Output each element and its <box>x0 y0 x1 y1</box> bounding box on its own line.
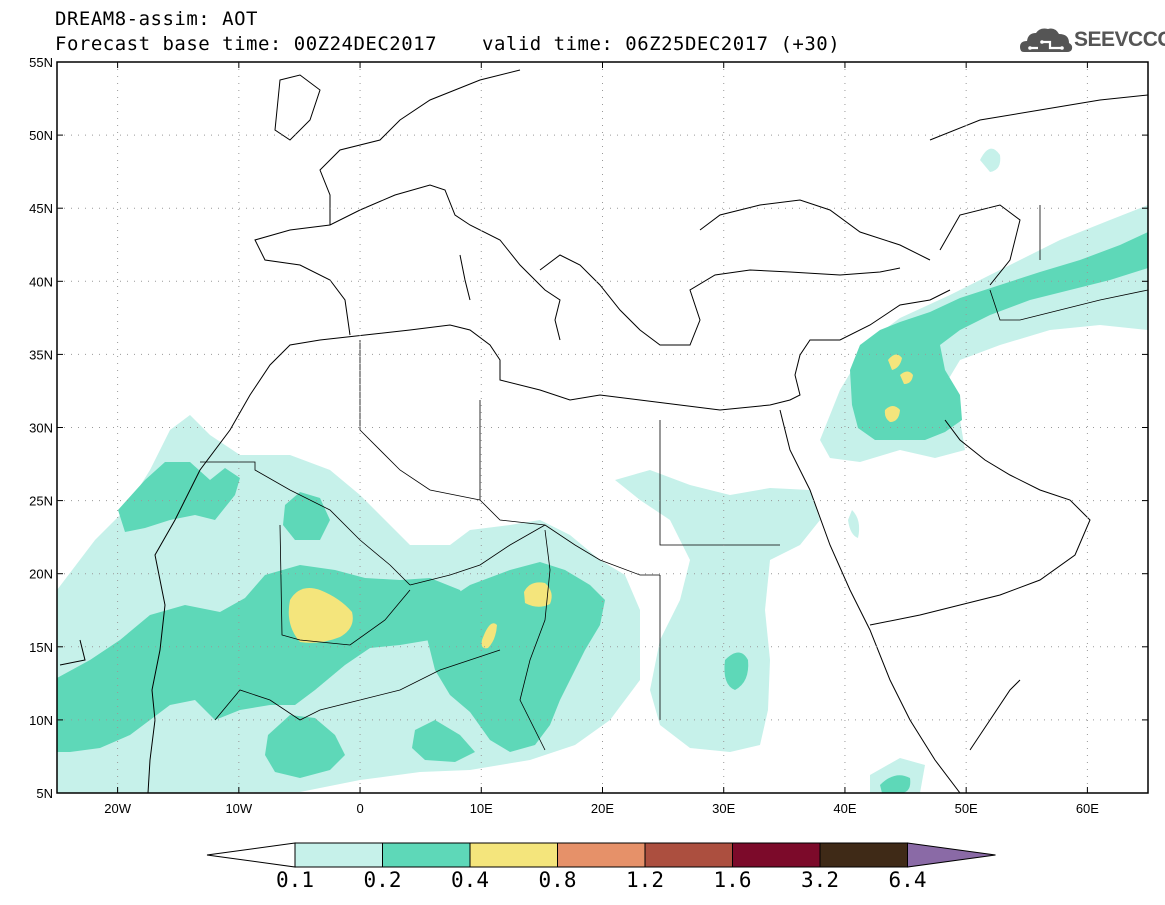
gridlines <box>57 62 1148 793</box>
colorbar-level-label: 0.8 <box>538 868 577 892</box>
lat-label: 20N <box>29 567 53 582</box>
colorbar-level-label: 3.2 <box>801 868 839 892</box>
coastlines <box>59 69 1148 793</box>
chart-title: DREAM8-assim: AOT <box>55 8 258 30</box>
logo-text: SEEVCCC <box>1074 28 1165 51</box>
aot-field-0.4 <box>288 354 913 649</box>
aot-field-0.2 <box>57 232 1148 793</box>
lat-label: 55N <box>29 55 53 70</box>
colorbar-level-label: 6.4 <box>888 868 927 892</box>
valid-time: valid time: 06Z25DEC2017 (+30) <box>482 33 841 55</box>
lat-label: 45N <box>29 201 53 216</box>
forecast-base-time: Forecast base time: 00Z24DEC2017 <box>55 33 438 55</box>
aot-fields <box>57 148 1148 793</box>
lon-label: 30E <box>712 801 735 816</box>
colorbar-level-label: 1.2 <box>626 868 664 892</box>
lon-label: 10W <box>225 801 252 816</box>
lat-label: 10N <box>29 713 53 728</box>
lon-label: 0 <box>356 801 363 816</box>
colorbar-level-label: 0.2 <box>363 868 402 892</box>
lon-label: 50E <box>955 801 978 816</box>
country-borders <box>200 205 1148 751</box>
colorbar-level-label: 0.4 <box>451 868 489 892</box>
lat-label: 50N <box>29 128 53 143</box>
cloud-logo-icon <box>1020 28 1073 52</box>
lat-label: 25N <box>29 494 53 509</box>
lat-label: 5N <box>36 786 53 801</box>
lon-label: 60E <box>1076 801 1099 816</box>
lat-label: 40N <box>29 274 53 289</box>
lon-label: 40E <box>833 801 856 816</box>
axis-ticks: 55N 50N 45N 40N 35N 30N 25N 20N 15N 10N 5N 20W 10W 0 1… <box>29 55 1148 816</box>
lon-label: 20W <box>104 801 131 816</box>
lat-label: 35N <box>29 347 53 362</box>
colorbar-level-label: 0.1 <box>276 868 314 892</box>
lat-label: 15N <box>29 640 53 655</box>
lat-label: 30N <box>29 421 53 436</box>
lon-label: 20E <box>591 801 614 816</box>
lon-label: 10E <box>470 801 493 816</box>
colorbar-level-label: 1.6 <box>713 868 752 892</box>
